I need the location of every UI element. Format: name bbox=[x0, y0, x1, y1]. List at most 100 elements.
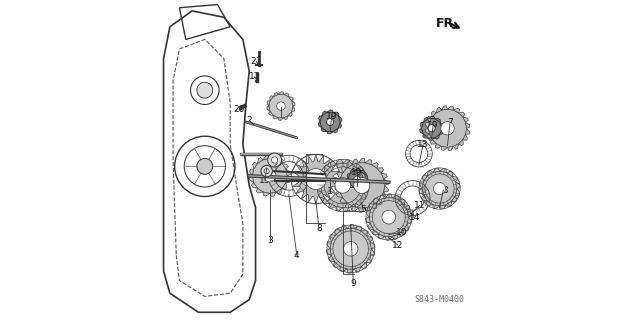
Polygon shape bbox=[328, 159, 336, 167]
Polygon shape bbox=[425, 128, 429, 134]
Text: 8: 8 bbox=[316, 224, 322, 233]
Polygon shape bbox=[359, 158, 365, 163]
Polygon shape bbox=[440, 122, 443, 128]
Text: FR.: FR. bbox=[436, 17, 459, 30]
Text: 19: 19 bbox=[326, 112, 338, 121]
Polygon shape bbox=[331, 164, 339, 172]
Polygon shape bbox=[338, 172, 343, 179]
Polygon shape bbox=[335, 179, 340, 185]
Polygon shape bbox=[322, 128, 327, 132]
Polygon shape bbox=[441, 106, 447, 110]
Polygon shape bbox=[270, 156, 276, 160]
Polygon shape bbox=[447, 106, 454, 110]
Text: 6: 6 bbox=[278, 102, 284, 111]
Text: 13: 13 bbox=[417, 140, 429, 149]
Polygon shape bbox=[292, 187, 300, 194]
Polygon shape bbox=[308, 196, 316, 204]
Text: 7: 7 bbox=[447, 118, 453, 127]
Polygon shape bbox=[270, 96, 274, 101]
Polygon shape bbox=[316, 185, 322, 192]
Polygon shape bbox=[278, 92, 284, 94]
Polygon shape bbox=[258, 157, 263, 164]
Polygon shape bbox=[350, 203, 356, 210]
Text: 5: 5 bbox=[360, 205, 366, 214]
Polygon shape bbox=[301, 156, 308, 164]
Polygon shape bbox=[364, 174, 367, 179]
Polygon shape bbox=[338, 116, 342, 122]
Polygon shape bbox=[392, 195, 399, 200]
Polygon shape bbox=[282, 182, 287, 189]
Circle shape bbox=[327, 118, 334, 125]
Circle shape bbox=[339, 163, 385, 208]
Polygon shape bbox=[366, 217, 370, 224]
Polygon shape bbox=[463, 117, 468, 122]
Polygon shape bbox=[352, 159, 359, 164]
Polygon shape bbox=[276, 188, 282, 194]
Polygon shape bbox=[370, 249, 375, 256]
Text: 20: 20 bbox=[234, 105, 245, 114]
Text: 4: 4 bbox=[294, 251, 300, 260]
Polygon shape bbox=[446, 172, 453, 176]
Text: 10: 10 bbox=[396, 228, 408, 237]
Polygon shape bbox=[318, 122, 322, 128]
Polygon shape bbox=[374, 198, 379, 204]
Circle shape bbox=[269, 94, 293, 118]
Polygon shape bbox=[377, 198, 382, 205]
Polygon shape bbox=[426, 122, 429, 128]
Polygon shape bbox=[292, 106, 295, 111]
Polygon shape bbox=[440, 205, 446, 209]
Polygon shape bbox=[404, 204, 410, 210]
Polygon shape bbox=[378, 234, 385, 239]
Polygon shape bbox=[317, 179, 322, 185]
Polygon shape bbox=[433, 205, 440, 209]
Polygon shape bbox=[249, 169, 254, 176]
Polygon shape bbox=[256, 188, 263, 193]
Polygon shape bbox=[369, 203, 374, 210]
Polygon shape bbox=[441, 146, 447, 150]
Polygon shape bbox=[427, 116, 432, 122]
Circle shape bbox=[263, 170, 276, 182]
Circle shape bbox=[277, 102, 285, 110]
Polygon shape bbox=[360, 184, 364, 188]
Polygon shape bbox=[323, 156, 330, 164]
Polygon shape bbox=[434, 134, 440, 139]
Text: 11: 11 bbox=[414, 201, 426, 210]
Circle shape bbox=[330, 228, 371, 269]
Polygon shape bbox=[420, 122, 424, 128]
Polygon shape bbox=[371, 163, 378, 168]
Circle shape bbox=[354, 176, 360, 182]
Polygon shape bbox=[456, 182, 460, 188]
Polygon shape bbox=[333, 262, 341, 268]
Circle shape bbox=[197, 158, 212, 174]
Polygon shape bbox=[459, 112, 465, 117]
Polygon shape bbox=[383, 185, 389, 192]
Circle shape bbox=[433, 182, 446, 195]
Polygon shape bbox=[364, 179, 367, 184]
Circle shape bbox=[261, 165, 272, 177]
Circle shape bbox=[422, 118, 441, 139]
Polygon shape bbox=[361, 230, 368, 236]
Polygon shape bbox=[436, 107, 441, 113]
Polygon shape bbox=[452, 195, 457, 202]
Polygon shape bbox=[459, 140, 463, 146]
Polygon shape bbox=[322, 111, 327, 116]
Polygon shape bbox=[447, 146, 454, 151]
Text: 17: 17 bbox=[249, 72, 260, 81]
Polygon shape bbox=[333, 128, 338, 133]
Polygon shape bbox=[392, 234, 399, 240]
Polygon shape bbox=[399, 230, 404, 236]
Polygon shape bbox=[440, 168, 446, 172]
Polygon shape bbox=[456, 188, 460, 195]
Polygon shape bbox=[354, 267, 361, 273]
Text: 3: 3 bbox=[267, 236, 272, 245]
Polygon shape bbox=[347, 174, 350, 179]
Polygon shape bbox=[350, 170, 354, 174]
Circle shape bbox=[441, 122, 454, 135]
Polygon shape bbox=[327, 110, 333, 112]
Polygon shape bbox=[270, 192, 276, 196]
Polygon shape bbox=[407, 217, 412, 224]
Polygon shape bbox=[263, 155, 270, 160]
Polygon shape bbox=[350, 184, 354, 188]
Polygon shape bbox=[423, 134, 429, 138]
Text: 14: 14 bbox=[408, 213, 420, 222]
